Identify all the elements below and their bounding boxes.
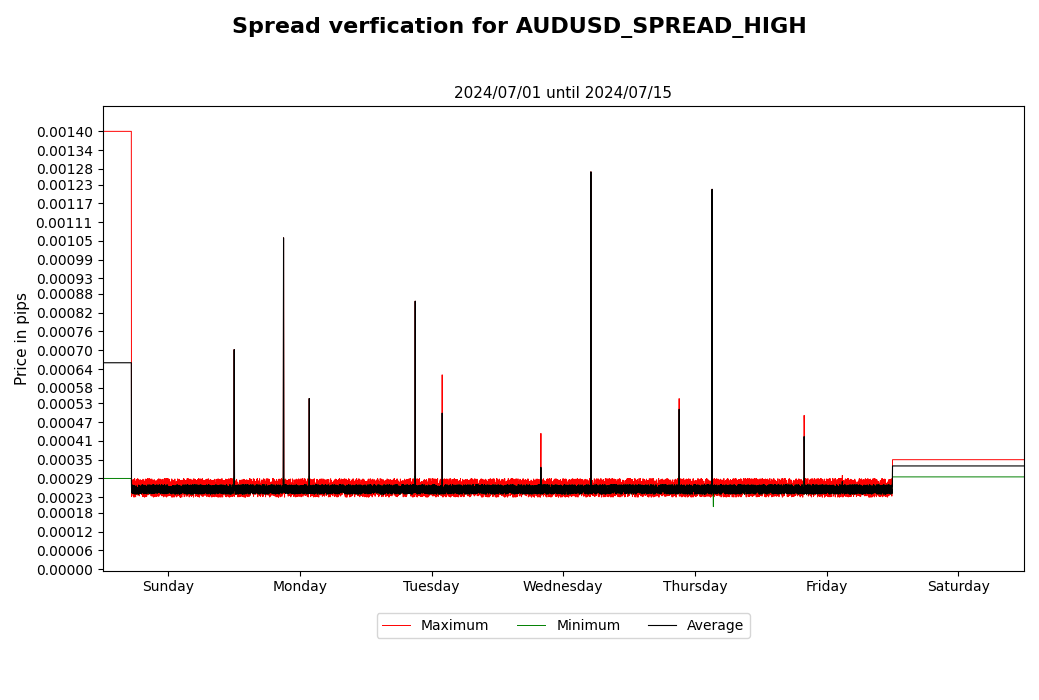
Line: Maximum: Maximum — [103, 132, 1024, 497]
Y-axis label: Price in pips: Price in pips — [15, 292, 30, 385]
Maximum — [221, 486, 234, 494]
Maximum — [344, 477, 356, 486]
Maximum — [1018, 456, 1031, 464]
Minimum — [358, 484, 371, 492]
Average — [117, 358, 130, 367]
Average — [97, 358, 109, 367]
Minimum — [97, 475, 109, 483]
Maximum — [272, 493, 285, 501]
Title: 2024/07/01 until 2024/07/15: 2024/07/01 until 2024/07/15 — [454, 86, 672, 101]
Maximum — [358, 480, 371, 489]
Average — [312, 490, 324, 498]
Minimum — [705, 472, 718, 480]
Maximum — [688, 482, 700, 490]
Average — [688, 484, 700, 493]
Minimum — [344, 482, 356, 491]
Average — [585, 167, 597, 176]
Line: Minimum: Minimum — [103, 476, 1024, 507]
Average — [1018, 462, 1031, 470]
Average — [221, 489, 234, 497]
Minimum — [1018, 473, 1031, 481]
Text: Spread verfication for AUDUSD_SPREAD_HIGH: Spread verfication for AUDUSD_SPREAD_HIG… — [232, 18, 807, 38]
Average — [344, 481, 356, 489]
Minimum — [789, 488, 801, 496]
Maximum — [97, 127, 109, 136]
Minimum — [221, 489, 234, 497]
Maximum — [789, 485, 801, 494]
Average — [789, 488, 801, 496]
Minimum — [707, 503, 719, 511]
Minimum — [117, 475, 130, 483]
Line: Average: Average — [103, 172, 1024, 494]
Average — [358, 485, 371, 494]
Maximum — [117, 127, 130, 136]
Legend: Maximum, Minimum, Average: Maximum, Minimum, Average — [376, 613, 750, 638]
Minimum — [688, 487, 700, 496]
